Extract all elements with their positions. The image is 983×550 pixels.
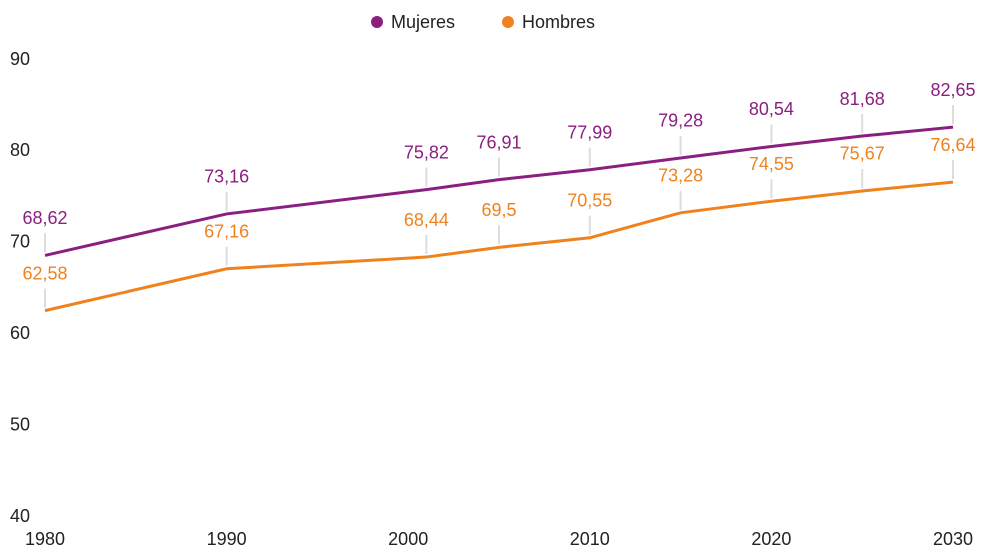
y-tick-label: 80 [10,140,30,160]
data-label: 68,44 [404,210,449,230]
y-tick-label: 40 [10,506,30,526]
data-label: 80,54 [749,99,794,119]
data-label: 69,5 [481,200,516,220]
x-tick-label: 1990 [207,529,247,549]
data-label: 67,16 [204,222,249,242]
x-tick-label: 1980 [25,529,65,549]
data-label: 62,58 [22,263,67,283]
legend-label: Hombres [522,12,595,32]
data-label: 70,55 [567,191,612,211]
data-label: 79,28 [658,111,703,131]
data-label: 73,16 [204,167,249,187]
y-tick-label: 50 [10,414,30,434]
data-label: 81,68 [840,89,885,109]
series-line [44,125,954,257]
legend-marker [371,16,383,28]
data-label: 76,91 [476,132,521,152]
x-tick-label: 2010 [570,529,610,549]
legend-label: Mujeres [391,12,455,32]
data-label: 75,67 [840,144,885,164]
data-label: 74,55 [749,154,794,174]
y-tick-label: 70 [10,232,30,252]
data-label: 75,82 [404,142,449,162]
data-label: 77,99 [567,123,612,143]
data-label: 76,64 [930,135,975,155]
x-tick-label: 2000 [388,529,428,549]
legend-marker [502,16,514,28]
data-label: 68,62 [22,208,67,228]
y-tick-label: 60 [10,323,30,343]
series-line [44,180,954,313]
x-tick-label: 2020 [751,529,791,549]
y-tick-label: 90 [10,49,30,69]
data-label: 73,28 [658,166,703,186]
data-label: 82,65 [930,80,975,100]
x-tick-label: 2030 [933,529,973,549]
